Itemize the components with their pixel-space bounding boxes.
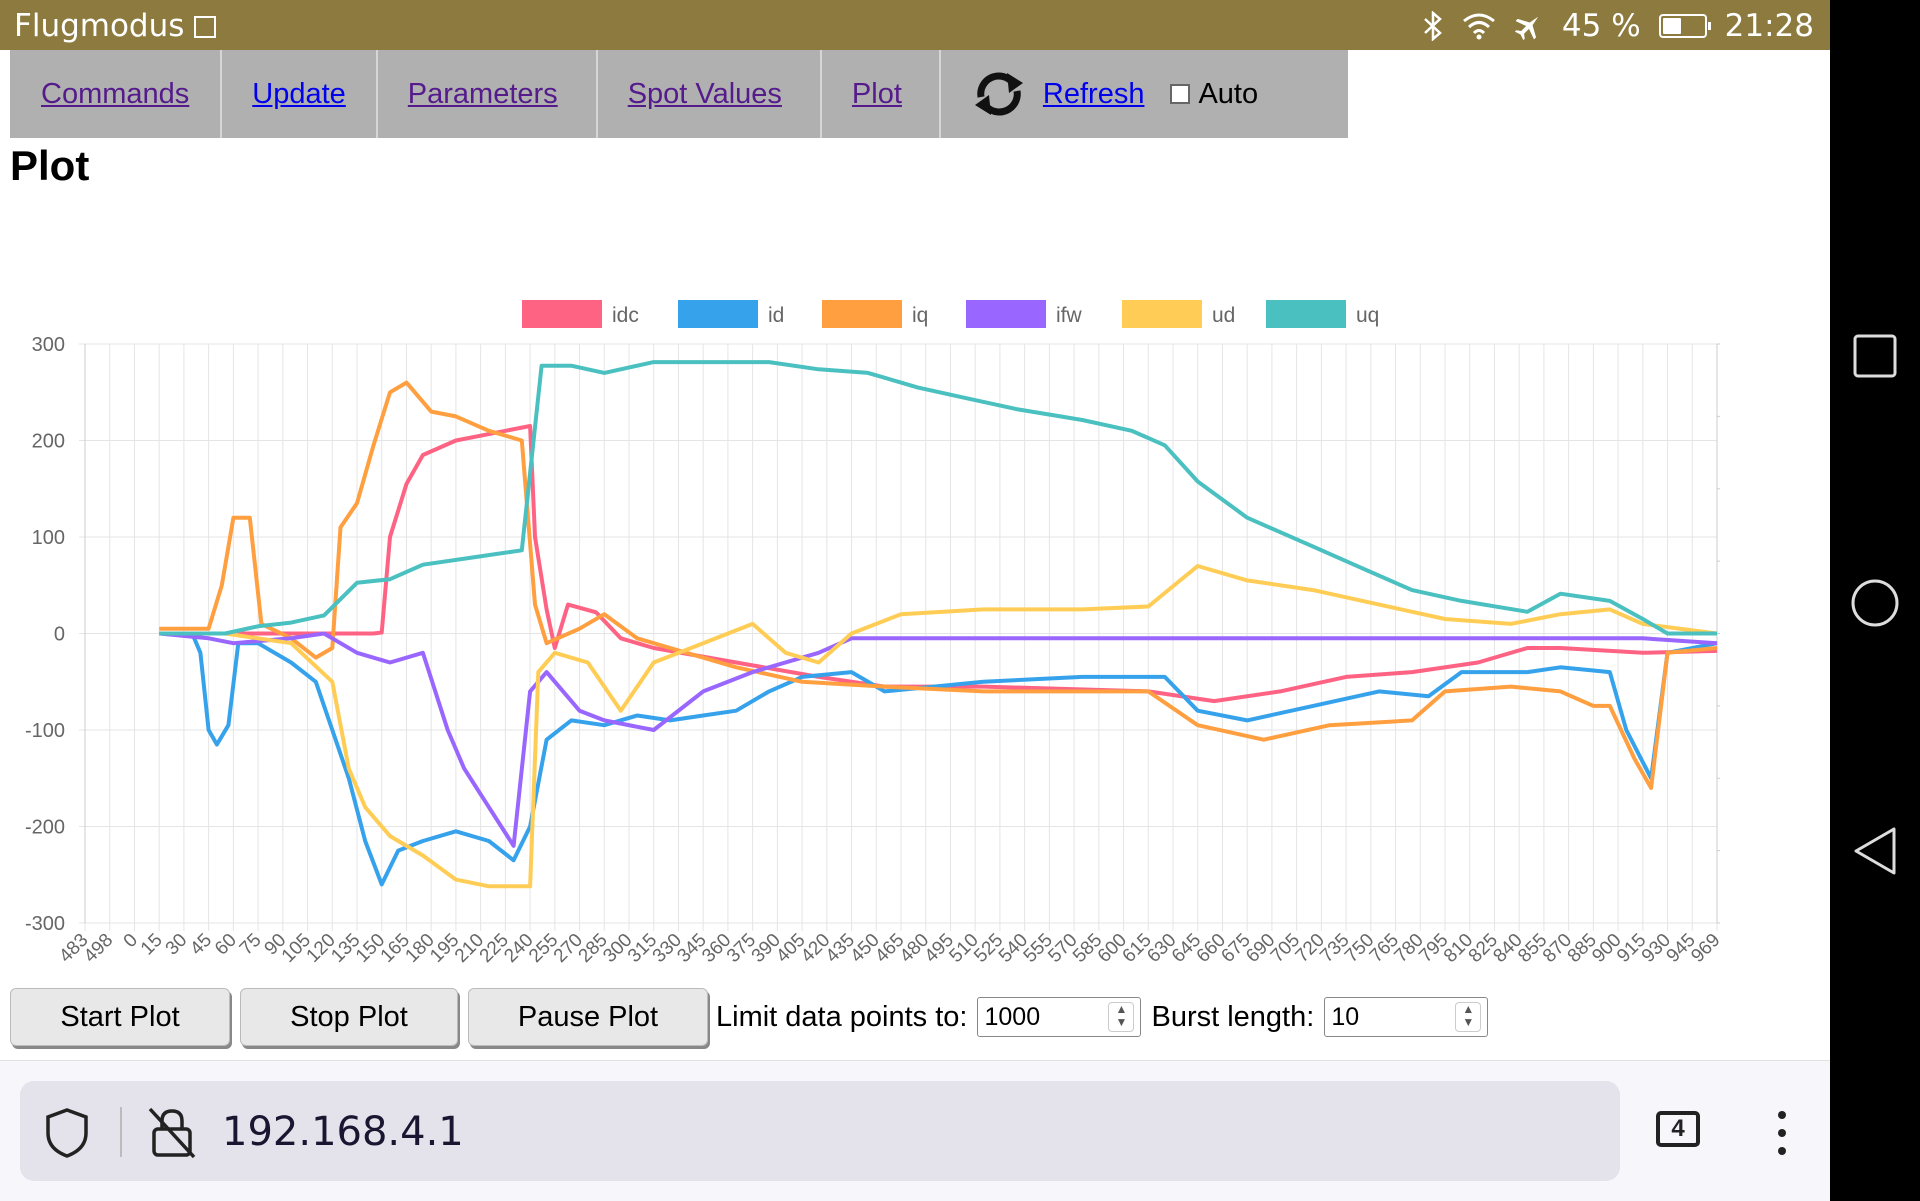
legend-swatch-uq <box>1266 300 1346 328</box>
series-line-iq <box>159 380 1718 790</box>
refresh-control[interactable]: Refresh Auto <box>941 50 1276 138</box>
tab-spot-values-link[interactable]: Spot Values <box>627 77 782 110</box>
limit-stepper[interactable]: ▲ ▼ <box>1108 1002 1135 1032</box>
y-left-tick-label: -200 <box>25 817 65 839</box>
auto-label: Auto <box>1198 77 1259 110</box>
legend-label-iq: iq <box>912 304 928 327</box>
battery-icon <box>1658 14 1711 38</box>
android-nav-bar <box>1830 0 1920 1200</box>
tab-spot-values[interactable]: Spot Values <box>598 50 822 138</box>
series-line-idc <box>159 424 1718 704</box>
status-app-name: Flugmodus <box>14 8 217 44</box>
tab-count-button[interactable]: 4 <box>1656 1111 1700 1147</box>
tab-parameters-link[interactable]: Parameters <box>407 77 558 110</box>
series-line-id <box>159 631 1718 887</box>
app-name-label: Flugmodus <box>14 8 185 44</box>
tab-parameters[interactable]: Parameters <box>378 50 598 138</box>
y-left-tick-label: -100 <box>25 720 65 742</box>
shield-icon[interactable] <box>44 1107 90 1159</box>
url-bar[interactable]: 192.168.4.1 <box>20 1081 1620 1181</box>
y-left-tick-label: 0 <box>54 624 65 646</box>
refresh-link[interactable]: Refresh <box>1042 77 1145 110</box>
y-left-tick-label: 300 <box>32 334 65 356</box>
tab-update[interactable]: Update <box>222 50 378 138</box>
refresh-icon[interactable] <box>971 69 1027 119</box>
image-icon <box>194 16 217 38</box>
x-tick-label: 0 <box>120 930 142 952</box>
legend-label-idc: idc <box>612 304 639 327</box>
series-line-uq <box>159 360 1717 636</box>
page: Commands Update Parameters Spot Values P… <box>0 50 1830 1082</box>
home-icon[interactable] <box>1850 578 1900 628</box>
status-right: 45 % 21:28 <box>1422 8 1814 44</box>
battery-percent: 45 % <box>1561 8 1641 44</box>
status-bar: Flugmodus 45 % 21:28 <box>0 0 1830 50</box>
menu-button[interactable] <box>1776 1109 1788 1159</box>
tab-commands[interactable]: Commands <box>10 50 223 138</box>
clock: 21:28 <box>1724 8 1814 44</box>
insecure-lock-icon[interactable] <box>146 1105 198 1161</box>
tab-commands-link[interactable]: Commands <box>41 77 190 110</box>
airplane-icon <box>1514 16 1539 41</box>
pause-plot-button[interactable]: Pause Plot <box>468 988 708 1046</box>
legend-swatch-id <box>678 300 758 328</box>
burst-label: Burst length: <box>1151 1000 1315 1033</box>
more-vert-icon[interactable] <box>1776 1109 1788 1159</box>
y-left-tick-label: 100 <box>32 527 65 549</box>
tab-plot-link[interactable]: Plot <box>851 77 902 110</box>
legend-swatch-idc <box>522 300 602 328</box>
burst-value: 10 <box>1331 1002 1360 1031</box>
auto-checkbox[interactable] <box>1170 84 1191 104</box>
bluetooth-icon <box>1424 11 1442 41</box>
url-separator <box>120 1107 122 1157</box>
legend-label-uq: uq <box>1356 304 1379 327</box>
series-line-ud <box>159 564 1718 889</box>
legend-label-ifw: ifw <box>1056 304 1083 327</box>
burst-input[interactable]: 10 ▲ ▼ <box>1324 997 1489 1037</box>
x-tick-label: 969 <box>1687 930 1720 967</box>
limit-input[interactable]: 1000 ▲ ▼ <box>977 997 1142 1037</box>
legend-swatch-ifw <box>966 300 1046 328</box>
legend-label-ud: ud <box>1212 304 1235 327</box>
legend-label-id: id <box>768 304 784 327</box>
y-left-tick-label: -300 <box>25 913 65 935</box>
auto-checkbox-group[interactable]: Auto <box>1170 78 1258 111</box>
y-left-tick-label: 200 <box>32 431 65 453</box>
url-text[interactable]: 192.168.4.1 <box>222 1109 464 1155</box>
legend-swatch-ud <box>1122 300 1202 328</box>
stop-plot-button[interactable]: Stop Plot <box>240 988 458 1046</box>
limit-label: Limit data points to: <box>716 1000 968 1033</box>
tab-update-link[interactable]: Update <box>252 77 346 110</box>
tab-plot[interactable]: Plot <box>822 50 941 138</box>
recents-icon[interactable] <box>1852 333 1898 379</box>
limit-value: 1000 <box>984 1002 1041 1031</box>
tab-count: 4 <box>1671 1115 1685 1142</box>
back-icon[interactable] <box>1852 826 1898 876</box>
browser-toolbar: 192.168.4.1 4 <box>0 1060 1830 1201</box>
start-plot-button[interactable]: Start Plot <box>10 988 230 1046</box>
plot-controls: Start Plot Stop Plot Pause Plot Limit da… <box>10 988 1489 1046</box>
nav-bar: Commands Update Parameters Spot Values P… <box>10 50 1348 138</box>
legend-swatch-iq <box>822 300 902 328</box>
page-title: Plot <box>10 142 90 189</box>
x-tick-label: 498 <box>80 930 117 967</box>
series-line-ifw <box>159 631 1718 848</box>
wifi-icon <box>1462 13 1495 40</box>
burst-stepper[interactable]: ▲ ▼ <box>1455 1002 1482 1032</box>
